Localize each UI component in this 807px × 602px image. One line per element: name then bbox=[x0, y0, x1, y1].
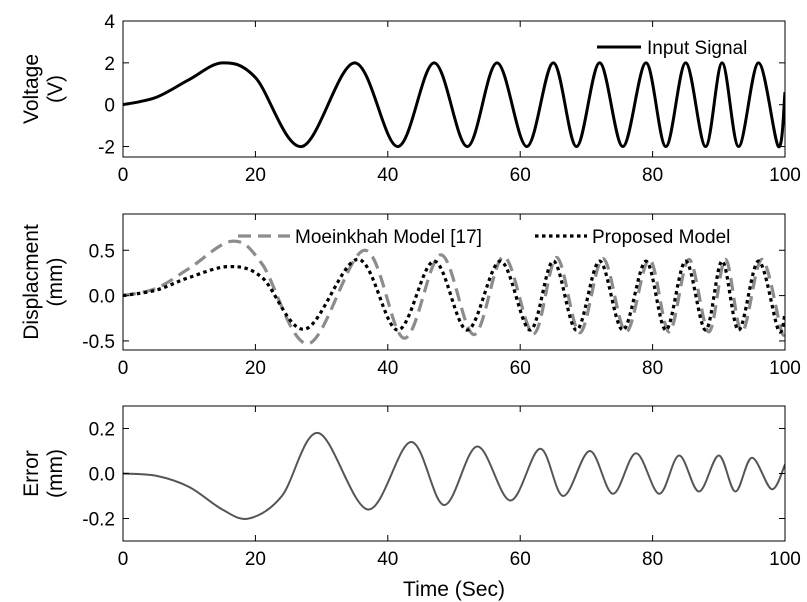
y-tick-label: 0.2 bbox=[89, 420, 115, 441]
y-tick-label: -2 bbox=[98, 138, 115, 159]
y-tick-label: -0.2 bbox=[82, 510, 115, 531]
x-tick-label: 40 bbox=[377, 549, 398, 570]
x-tick-label: 20 bbox=[245, 358, 266, 379]
y-axis-label-line: Error bbox=[20, 450, 43, 497]
series-line-moeinkhah-model-17 bbox=[123, 239, 785, 346]
y-axis-label: Voltage(V) bbox=[20, 54, 67, 124]
x-tick-label: 40 bbox=[377, 358, 398, 379]
y-tick-label: 2 bbox=[104, 54, 115, 75]
legend-label-proposed-model: Proposed Model bbox=[592, 227, 730, 248]
y-tick-label: 0.0 bbox=[89, 465, 115, 486]
x-tick-label: 100 bbox=[769, 358, 801, 379]
x-tick-label: 80 bbox=[642, 358, 663, 379]
x-tick-label: 80 bbox=[642, 549, 663, 570]
y-tick-label: 0.5 bbox=[89, 241, 115, 262]
x-tick-label: 100 bbox=[769, 549, 801, 570]
x-tick-label: 20 bbox=[245, 165, 266, 186]
x-tick-label: 20 bbox=[245, 549, 266, 570]
series-line-error bbox=[123, 432, 785, 520]
legend-label-moeinkhah-model: Moeinkhah Model [17] bbox=[295, 227, 482, 248]
y-axis-label-line: Voltage bbox=[20, 54, 43, 124]
panel-bottom: 0 20 40 60 80 100 0.2 0.0 -0.2 Error(mm) Time (Sec… bbox=[20, 405, 801, 601]
panel-middle: 0 20 40 60 80 100 0.5 0.0 -0.5 Displacment(mm) Moe… bbox=[20, 213, 801, 379]
axes-box bbox=[122, 405, 786, 542]
x-tick-label: 60 bbox=[510, 165, 531, 186]
y-tick-label: 4 bbox=[104, 12, 115, 33]
x-tick-label: 0 bbox=[118, 165, 129, 186]
axes-box bbox=[122, 213, 786, 351]
y-tick-label: -0.5 bbox=[82, 332, 115, 353]
y-axis-label: Error(mm) bbox=[20, 449, 67, 498]
x-tick-label: 60 bbox=[510, 358, 531, 379]
series-line-proposed-model bbox=[123, 257, 785, 334]
series-line-input-signal bbox=[123, 61, 785, 149]
y-axis-label-line: Displacment bbox=[20, 224, 43, 340]
axes-box bbox=[122, 20, 786, 158]
x-axis-label: Time (Sec) bbox=[403, 578, 505, 601]
y-axis-label-line: (V) bbox=[44, 75, 67, 103]
y-axis-label-line: (mm) bbox=[44, 449, 67, 498]
x-tick-label: 40 bbox=[377, 165, 398, 186]
x-tick-label: 100 bbox=[769, 165, 801, 186]
y-axis-label-line: (mm) bbox=[44, 258, 67, 307]
x-tick-label: 0 bbox=[118, 358, 129, 379]
x-tick-label: 80 bbox=[642, 165, 663, 186]
legend-label-input-signal: Input Signal bbox=[647, 38, 747, 59]
y-tick-label: 0 bbox=[104, 96, 115, 117]
x-tick-label: 0 bbox=[118, 549, 129, 570]
y-tick-label: 0.0 bbox=[89, 287, 115, 308]
x-tick-label: 60 bbox=[510, 549, 531, 570]
y-axis-label: Displacment(mm) bbox=[20, 224, 67, 340]
